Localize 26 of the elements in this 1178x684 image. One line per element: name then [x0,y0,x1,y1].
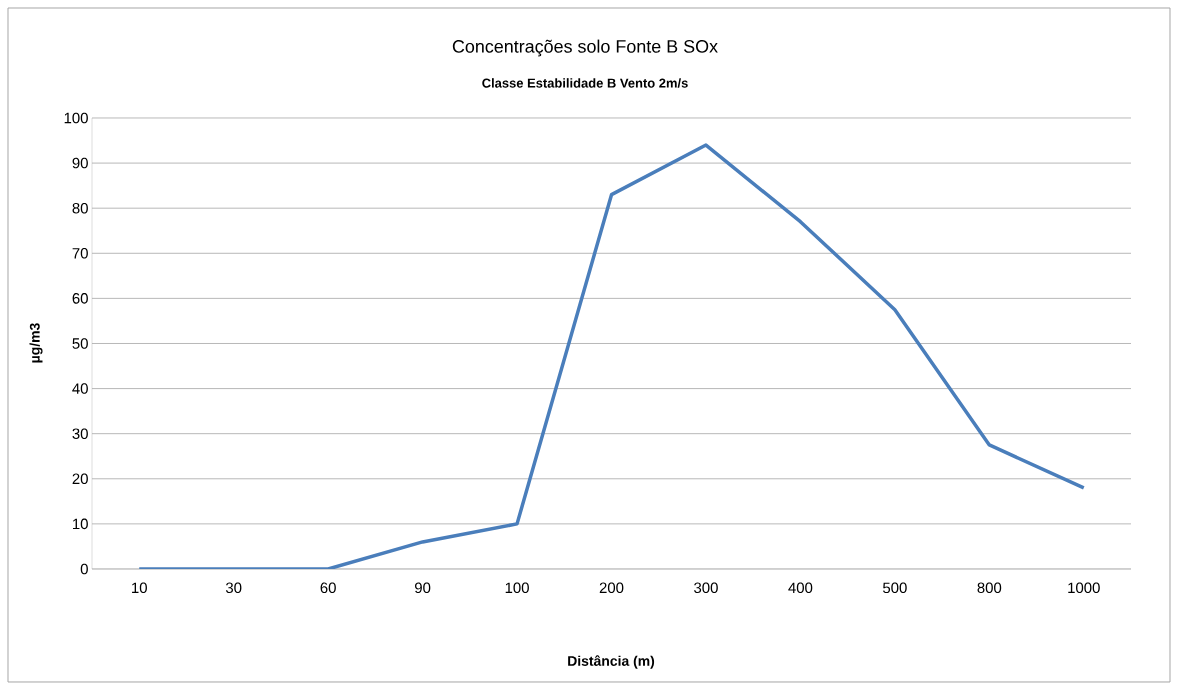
y-tick-label: 10 [73,518,88,530]
chart-title: Concentrações solo Fonte B SOx [452,39,718,57]
x-tick-label: 300 [694,582,718,594]
x-tick-label: 800 [977,582,1002,594]
y-tick-label: 70 [72,247,88,259]
y-axis-title: µg/m3 [29,323,43,363]
y-tick-label: 30 [72,428,88,439]
x-tick-label: 1000 [1068,582,1100,594]
y-tick-label: 40 [72,383,88,394]
y-tick-label: 50 [72,338,88,349]
y-tick-label: 100 [64,112,88,124]
x-tick-label: 30 [225,582,242,594]
x-axis-title: Distância (m) [568,655,655,669]
y-tick-label: 0 [80,563,88,575]
chart-subtitle: Classe Estabilidade B Vento 2m/s [482,78,688,88]
x-tick-label: 500 [882,582,907,594]
x-tick-label: 100 [505,582,529,594]
y-tick-label: 80 [72,202,88,214]
y-tick-label: 90 [72,157,88,169]
x-tick-label: 90 [414,582,431,594]
x-tick-label: 60 [320,582,336,594]
x-tick-label: 400 [788,582,813,594]
x-tick-label: 10 [132,582,147,594]
y-tick-label: 20 [72,473,88,485]
x-tick-label: 200 [599,582,624,594]
y-tick-label: 60 [72,293,88,304]
